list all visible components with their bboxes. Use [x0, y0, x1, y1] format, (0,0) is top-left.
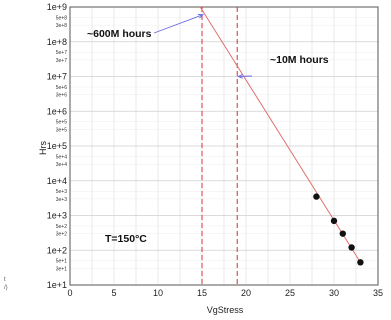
y-minor-labels: 3e+15e+1 3e+2 5e+2 3e+3 5e+3 3e+4 5e+4 3e+55e+5…	[56, 15, 67, 272]
y-minor-label: 3e+1	[56, 266, 67, 272]
y-tick-label: 1e+9	[47, 2, 67, 12]
grid	[69, 6, 379, 286]
x-tick-label: 15	[197, 288, 207, 298]
data-point	[339, 230, 346, 237]
data-point	[348, 244, 355, 251]
data-points	[313, 193, 364, 266]
y-tick-label: 1e+8	[47, 37, 67, 47]
x-tick-label: 25	[285, 288, 295, 298]
y-tick-label: 1e+5	[47, 141, 67, 151]
annotations: ~600M hours ~10M hours	[87, 14, 329, 79]
annotation-arrow	[238, 75, 253, 77]
y-minor-label: 3e+5	[56, 127, 67, 133]
y-minor-label: 5e+5	[56, 120, 67, 126]
x-tick-label: 20	[241, 288, 251, 298]
x-tick-label: 5	[111, 288, 116, 298]
y-minor-label: 3e+4	[56, 162, 67, 168]
annotation-arrowhead	[237, 73, 244, 79]
y-minor-label: 5e+1	[56, 259, 67, 265]
y-tick-label: 1e+7	[47, 72, 67, 82]
y-tick-label: 1e+6	[47, 106, 67, 116]
edge-text-2: /)	[4, 285, 8, 291]
edge-text-1: t	[4, 277, 6, 283]
marker-annotation: ~600M hours	[87, 28, 152, 40]
y-axis-label: Hrs	[38, 141, 48, 155]
y-minor-label: 5e+3	[56, 189, 67, 195]
y-tick-label: 1e+4	[47, 176, 67, 186]
data-point	[357, 259, 364, 266]
x-tick-label: 35	[373, 288, 383, 298]
annotation-arrow	[153, 14, 204, 34]
annotation-arrowhead	[197, 14, 205, 19]
y-minor-label: 5e+2	[56, 224, 67, 230]
y-minor-label: 3e+6	[56, 93, 67, 99]
x-axis-label: VgStress	[207, 305, 244, 315]
y-minor-label: 3e+7	[56, 58, 67, 64]
marker-annotation: ~10M hours	[270, 54, 329, 66]
y-minor-label: 5e+6	[56, 85, 67, 91]
x-tick-labels: 0 5 10 15 20 25 30 35	[67, 288, 383, 298]
marker-lines	[201, 7, 238, 285]
y-tick-labels: 1e+1 1e+2 1e+3 1e+4 1e+5 1e+6 1e+7 1e+8 1e+9	[47, 2, 67, 290]
y-tick-label: 1e+1	[47, 280, 67, 290]
y-minor-label: 3e+8	[56, 23, 67, 29]
y-minor-label: 3e+3	[56, 197, 67, 203]
y-tick-label: 1e+3	[47, 211, 67, 221]
plot-frame	[69, 6, 379, 286]
y-minor-label: 5e+8	[56, 15, 67, 21]
data-point	[330, 217, 338, 225]
temperature-annotation: T=150°C	[105, 233, 147, 245]
x-tick-label: 0	[67, 288, 72, 298]
y-tick-label: 1e+2	[47, 245, 67, 255]
y-minor-label: 3e+2	[56, 232, 67, 238]
x-tick-label: 10	[153, 288, 163, 298]
y-minor-label: 5e+7	[56, 50, 67, 56]
data-point	[313, 193, 320, 200]
x-tick-label: 30	[329, 288, 339, 298]
y-minor-label: 5e+4	[56, 154, 67, 160]
